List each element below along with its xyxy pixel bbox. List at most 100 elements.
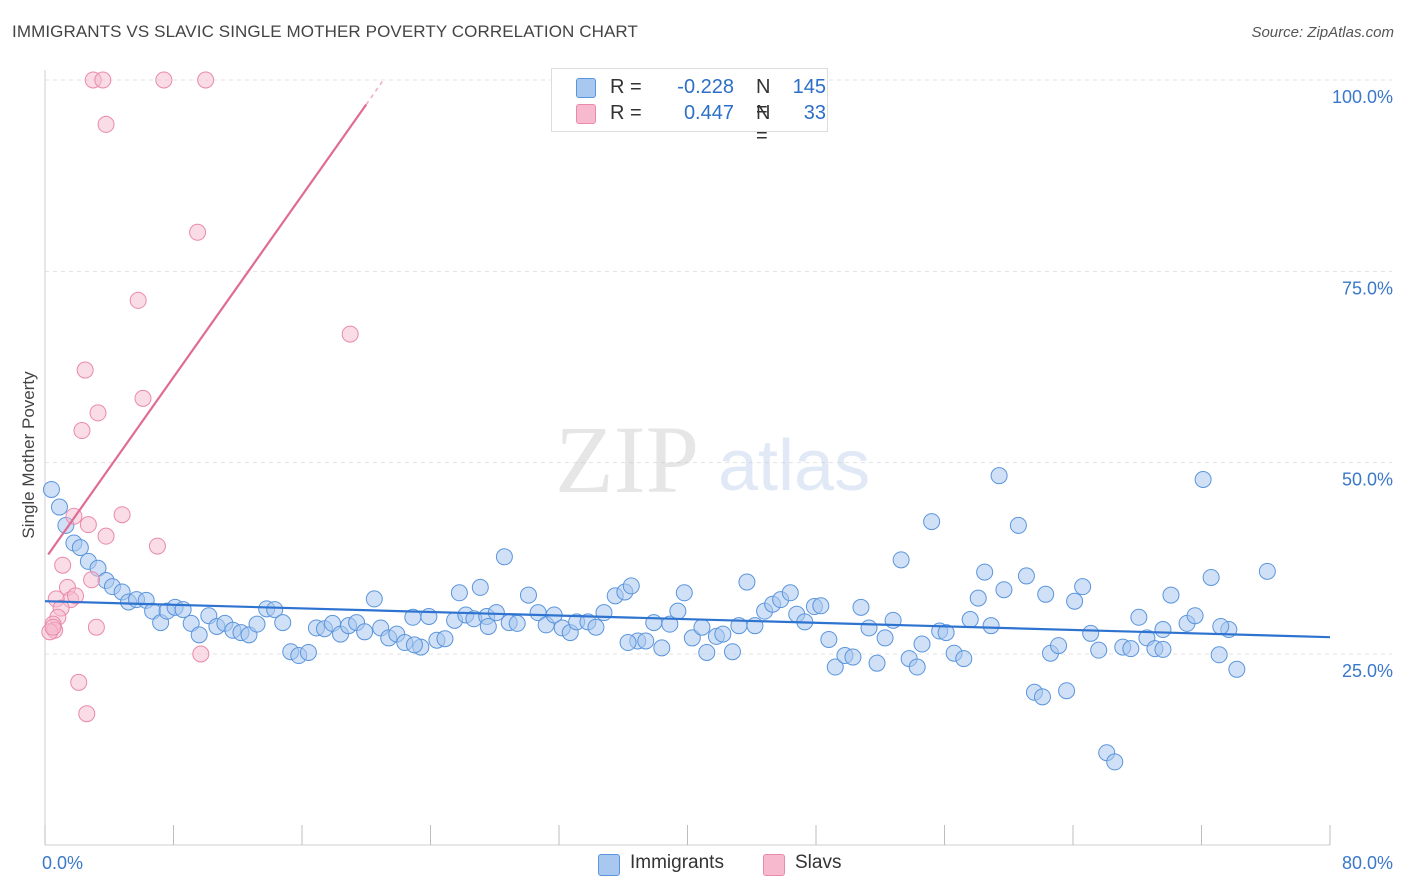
slavs-point <box>87 618 105 636</box>
immigrants-point <box>436 630 454 648</box>
immigrants-point <box>471 578 489 596</box>
immigrants-point <box>995 581 1013 599</box>
slavs-point <box>189 223 207 241</box>
slavs-point <box>155 71 173 89</box>
slavs-point <box>113 506 131 524</box>
slavs-point <box>197 71 215 89</box>
slavs-point <box>79 516 97 534</box>
slavs-point <box>97 527 115 545</box>
immigrants-point <box>1009 516 1027 534</box>
immigrants-point <box>923 513 941 531</box>
immigrants-point <box>1090 641 1108 659</box>
immigrants-point <box>508 614 526 632</box>
slavs-point <box>54 556 72 574</box>
n-label: N = <box>756 76 771 121</box>
y-axis-label: Single Mother Poverty <box>19 371 38 539</box>
watermark-atlas: atlas <box>718 426 870 506</box>
x-tick-label: 0.0% <box>42 853 83 873</box>
immigrants-point <box>1162 586 1180 604</box>
immigrants-point <box>1106 753 1124 771</box>
immigrants-point <box>1258 562 1276 580</box>
r-label: R = <box>610 76 642 98</box>
immigrants-point <box>955 650 973 668</box>
slavs-point <box>83 571 101 589</box>
slavs-trend-line <box>47 103 368 556</box>
immigrants-point <box>653 639 671 657</box>
chart-title: IMMIGRANTS VS SLAVIC SINGLE MOTHER POVER… <box>12 22 638 41</box>
slavs-legend-label: Slavs <box>795 852 842 873</box>
immigrants-point <box>1186 607 1204 625</box>
immigrants-point <box>248 615 266 633</box>
slavs-point <box>134 389 152 407</box>
immigrants-point <box>1017 567 1035 585</box>
r-value-immigrants: -0.228 <box>677 76 734 98</box>
immigrants-point <box>1228 660 1246 678</box>
immigrants-point <box>71 539 89 557</box>
immigrants-trend-line <box>44 600 1331 639</box>
immigrants-point <box>1202 568 1220 586</box>
slavs-point <box>148 537 166 555</box>
immigrants-point <box>738 573 756 591</box>
n-label: N = <box>756 102 771 147</box>
immigrants-legend-label: Immigrants <box>630 852 724 873</box>
slavs-point <box>70 673 88 691</box>
slavs-point <box>192 645 210 663</box>
immigrants-point <box>852 598 870 616</box>
immigrants-point <box>1033 688 1051 706</box>
immigrants-point <box>405 636 423 654</box>
immigrants-point <box>1058 682 1076 700</box>
trend-lines <box>44 81 1331 639</box>
slavs-trend-extension <box>365 81 383 105</box>
r-label: R = <box>610 102 642 124</box>
immigrants-point <box>1074 578 1092 596</box>
immigrants-point <box>450 584 468 602</box>
immigrants-point <box>1210 646 1228 664</box>
immigrants-point <box>844 648 862 666</box>
slavs-point <box>76 361 94 379</box>
immigrants-point <box>595 604 613 622</box>
immigrants-point <box>976 563 994 581</box>
immigrants-point <box>937 624 955 642</box>
immigrants-point <box>637 632 655 650</box>
immigrants-point <box>1154 640 1172 658</box>
slavs-point <box>78 705 96 723</box>
immigrants-point <box>50 498 68 516</box>
immigrants-point <box>969 589 987 607</box>
slavs-point <box>44 618 62 636</box>
y-tick-label: 100.0% <box>1332 87 1393 107</box>
immigrants-point <box>683 629 701 647</box>
watermark-zip: ZIP <box>555 406 699 513</box>
immigrants-point <box>190 626 208 644</box>
immigrants-point <box>1212 617 1230 635</box>
immigrants-point <box>266 601 284 619</box>
immigrants-point <box>1130 608 1148 626</box>
slavs-legend-swatch <box>763 854 785 876</box>
immigrants-point <box>365 590 383 608</box>
n-value-slavs: 33 <box>803 102 826 124</box>
n-value-immigrants: 145 <box>792 76 826 98</box>
immigrants-point <box>876 629 894 647</box>
immigrants-point <box>990 467 1008 485</box>
slavs-point <box>73 422 91 440</box>
stats-legend: R = -0.228 N = 145 R = 0.447 N = 33 <box>551 68 828 147</box>
immigrants-point <box>982 617 1000 635</box>
slavs-point <box>89 404 107 422</box>
x-tick-label: 80.0% <box>1342 853 1393 873</box>
immigrants-point <box>1066 592 1084 610</box>
immigrants-point <box>913 635 931 653</box>
immigrants-point <box>587 618 605 636</box>
immigrants-point <box>1082 624 1100 642</box>
slavs-point <box>94 71 112 89</box>
watermark: ZIP atlas <box>555 406 870 513</box>
immigrants-point <box>693 618 711 636</box>
immigrants-point <box>961 611 979 629</box>
immigrants-legend-swatch <box>598 854 620 876</box>
source-label: Source: ZipAtlas.com <box>1251 24 1394 41</box>
immigrants-point <box>723 643 741 661</box>
slavs-swatch <box>576 104 596 124</box>
immigrants-point <box>42 480 60 498</box>
immigrants-point <box>675 584 693 602</box>
immigrants-point <box>622 577 640 595</box>
slavs-point <box>97 115 115 133</box>
